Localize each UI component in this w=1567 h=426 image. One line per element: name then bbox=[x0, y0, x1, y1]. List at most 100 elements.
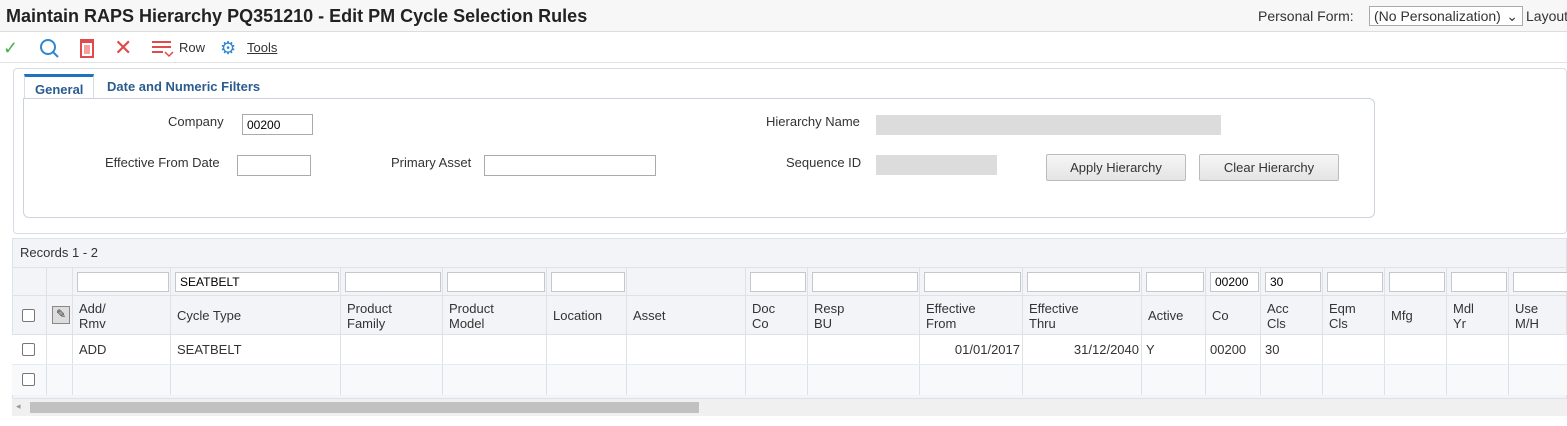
table-cell bbox=[1023, 365, 1142, 395]
qbe-cell bbox=[341, 268, 443, 295]
table-cell bbox=[746, 365, 808, 395]
sequence-id-label: Sequence ID bbox=[786, 155, 862, 170]
icon-cell bbox=[47, 365, 73, 395]
column-header-label: Rmv bbox=[79, 316, 106, 331]
gear-icon[interactable]: ⚙ bbox=[220, 38, 237, 58]
table-cell: 00200 bbox=[1206, 335, 1261, 364]
qbe-filter-input[interactable] bbox=[1451, 272, 1507, 292]
edit-pencil-icon[interactable]: ✎ bbox=[52, 306, 70, 324]
table-cell bbox=[1323, 365, 1385, 395]
table-row[interactable]: ADD SEATBELT 01/01/2017 31/12/2040 Y 00200 30 bbox=[12, 335, 1567, 365]
layout-label[interactable]: Layout bbox=[1526, 8, 1567, 24]
column-header-label: Eqm bbox=[1329, 301, 1356, 316]
column-header[interactable]: Effective Thru bbox=[1023, 296, 1142, 334]
qbe-filter-input[interactable] bbox=[812, 272, 918, 292]
scrollbar-thumb[interactable] bbox=[30, 402, 699, 413]
column-header[interactable]: Acc Cls bbox=[1261, 296, 1323, 334]
qbe-cell bbox=[1447, 268, 1509, 295]
row-checkbox[interactable] bbox=[22, 373, 35, 386]
qbe-filter-input[interactable] bbox=[1265, 272, 1321, 292]
column-header-label: BU bbox=[814, 316, 833, 331]
qbe-filter-input[interactable] bbox=[77, 272, 169, 292]
column-header[interactable]: Effective From bbox=[920, 296, 1023, 334]
scroll-left-icon[interactable]: ◂ bbox=[16, 401, 21, 411]
column-header[interactable]: Location bbox=[547, 296, 627, 334]
column-header[interactable]: Doc Co bbox=[746, 296, 808, 334]
column-header-label: Cls bbox=[1329, 316, 1348, 331]
qbe-filter-input[interactable] bbox=[1513, 272, 1567, 292]
column-header[interactable]: Mdl Yr bbox=[1447, 296, 1509, 334]
column-header[interactable]: Mfg bbox=[1385, 296, 1447, 334]
column-header[interactable]: Resp BU bbox=[808, 296, 920, 334]
tab-date-numeric-filters[interactable]: Date and Numeric Filters bbox=[107, 79, 261, 94]
qbe-filter-input[interactable] bbox=[1210, 272, 1259, 292]
column-header-label: Family bbox=[347, 316, 386, 331]
chevron-down-icon: ⌄ bbox=[1506, 8, 1518, 24]
column-header-label: Cls bbox=[1267, 316, 1286, 331]
column-header[interactable]: Co bbox=[1206, 296, 1261, 334]
column-header[interactable]: Cycle Type bbox=[171, 296, 341, 334]
column-header[interactable]: Eqm Cls bbox=[1323, 296, 1385, 334]
table-cell bbox=[1206, 365, 1261, 395]
qbe-filter-input[interactable] bbox=[1327, 272, 1383, 292]
qbe-filter-input[interactable] bbox=[345, 272, 441, 292]
table-cell bbox=[746, 335, 808, 364]
column-header-label: Use bbox=[1515, 301, 1539, 316]
select-cell bbox=[12, 365, 47, 395]
qbe-filter-input[interactable] bbox=[175, 272, 339, 292]
table-cell bbox=[1447, 335, 1509, 364]
qbe-filter-input[interactable] bbox=[551, 272, 625, 292]
apply-hierarchy-button[interactable]: Apply Hierarchy bbox=[1046, 154, 1186, 181]
table-cell bbox=[1323, 335, 1385, 364]
column-header-label: Co bbox=[1212, 308, 1229, 323]
table-cell bbox=[1261, 365, 1323, 395]
column-header[interactable]: Product Model bbox=[443, 296, 547, 334]
column-header-label: M/H bbox=[1515, 316, 1539, 331]
clear-hierarchy-button[interactable]: Clear Hierarchy bbox=[1199, 154, 1339, 181]
table-row[interactable] bbox=[12, 365, 1567, 395]
delete-trash-icon[interactable] bbox=[78, 37, 96, 64]
select-cell bbox=[12, 296, 47, 334]
row-checkbox[interactable] bbox=[22, 343, 35, 356]
column-header-label: Product bbox=[449, 301, 494, 316]
column-header-label: Model bbox=[449, 316, 485, 331]
qbe-filter-input[interactable] bbox=[750, 272, 806, 292]
table-cell bbox=[1447, 365, 1509, 395]
qbe-cell bbox=[1206, 268, 1261, 295]
column-header[interactable]: Asset bbox=[627, 296, 746, 334]
column-header[interactable]: Product Family bbox=[341, 296, 443, 334]
column-header[interactable]: Add/Rmv bbox=[73, 296, 171, 334]
column-header-label: Asset bbox=[633, 308, 666, 323]
column-header[interactable]: Use M/H bbox=[1509, 296, 1567, 334]
qbe-filter-input[interactable] bbox=[924, 272, 1021, 292]
search-icon[interactable] bbox=[38, 37, 60, 64]
qbe-filter-input[interactable] bbox=[1146, 272, 1204, 292]
column-header-label: Yr bbox=[1453, 316, 1466, 331]
qbe-filter-input[interactable] bbox=[1389, 272, 1445, 292]
personal-form-value: (No Personalization) bbox=[1374, 8, 1501, 24]
row-menu-button[interactable]: Row bbox=[179, 40, 206, 55]
qbe-filter-input[interactable] bbox=[1027, 272, 1140, 292]
select-all-checkbox[interactable] bbox=[22, 309, 35, 322]
column-header[interactable]: Active bbox=[1142, 296, 1206, 334]
tab-general[interactable]: General bbox=[24, 74, 95, 98]
cancel-close-icon[interactable]: ✕ bbox=[114, 35, 133, 60]
ok-check-icon[interactable]: ✓ bbox=[3, 38, 19, 58]
row-menu-icon[interactable] bbox=[151, 37, 175, 64]
effective-from-input[interactable] bbox=[237, 155, 311, 176]
primary-asset-input[interactable] bbox=[484, 155, 656, 176]
column-header-label: Acc bbox=[1267, 301, 1289, 316]
company-input[interactable] bbox=[242, 114, 313, 135]
column-header-label: Mfg bbox=[1391, 308, 1413, 323]
toolbar: ✓ ✕ Row ⚙ Tools bbox=[0, 33, 1567, 63]
table-cell: 31/12/2040 bbox=[1023, 335, 1142, 364]
icon-cell bbox=[47, 296, 73, 334]
qbe-cell bbox=[1023, 268, 1142, 295]
personal-form-select[interactable]: (No Personalization) ⌄ bbox=[1369, 6, 1523, 26]
table-cell bbox=[341, 365, 443, 395]
qbe-filter-input[interactable] bbox=[447, 272, 545, 292]
company-label: Company bbox=[168, 114, 224, 129]
tools-menu-button[interactable]: Tools bbox=[247, 40, 278, 55]
select-cell bbox=[12, 268, 47, 295]
sequence-id-field bbox=[876, 155, 997, 175]
